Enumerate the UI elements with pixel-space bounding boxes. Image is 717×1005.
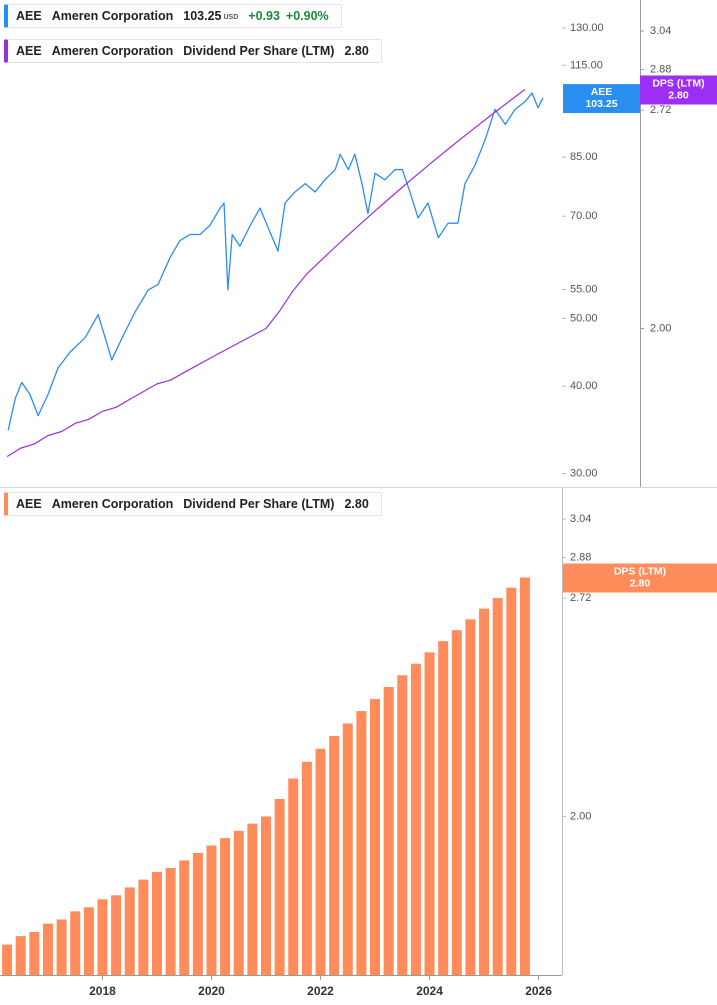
bar xyxy=(438,641,449,975)
bar xyxy=(83,907,94,975)
bar xyxy=(124,887,135,975)
bar xyxy=(247,823,258,975)
y-tick-label: 70.00 xyxy=(570,210,598,222)
y-tick-label: 50.00 xyxy=(570,312,598,324)
y-tick-label: 30.00 xyxy=(570,467,598,479)
tag-value: 2.80 xyxy=(630,577,651,589)
x-tick-label: 2018 xyxy=(89,984,116,998)
metric: Dividend Per Share (LTM) xyxy=(183,44,335,58)
bar xyxy=(492,598,503,975)
company: Ameren Corporation xyxy=(51,497,174,511)
tag-name: DPS (LTM) xyxy=(652,77,704,89)
metric-value: 2.80 xyxy=(344,497,369,511)
bar xyxy=(151,871,162,975)
tag-value: 2.80 xyxy=(668,89,689,101)
tag-name: DPS (LTM) xyxy=(614,565,666,577)
tag-value: 103.25 xyxy=(585,98,617,110)
bar xyxy=(42,923,53,975)
bar xyxy=(15,936,26,975)
price-tag xyxy=(563,84,640,114)
bar xyxy=(2,944,13,975)
bar xyxy=(70,911,81,975)
y-tick-label: 115.00 xyxy=(570,59,603,71)
series-line xyxy=(7,92,544,431)
x-tick-label: 2026 xyxy=(525,984,552,998)
series-line xyxy=(6,89,526,458)
bar xyxy=(383,686,394,975)
bar xyxy=(506,587,517,975)
metric: Dividend Per Share (LTM) xyxy=(183,497,335,511)
bar xyxy=(29,931,40,975)
y-tick-label: 55.00 xyxy=(570,283,598,295)
x-tick-label: 2022 xyxy=(307,984,334,998)
y-tick-label: 40.00 xyxy=(570,380,598,392)
y-tick-label: 85.00 xyxy=(570,151,598,163)
tag-name: AEE xyxy=(591,86,613,98)
bar xyxy=(261,816,272,975)
bar xyxy=(356,711,367,975)
company: Ameren Corporation xyxy=(51,9,174,23)
legend-row: AEE Ameren Corporation 103.25 USD +0.93 … xyxy=(4,4,342,28)
price: 103.25 xyxy=(183,9,222,23)
bar xyxy=(370,698,381,975)
metric-value: 2.80 xyxy=(344,44,369,58)
price-tag xyxy=(563,563,717,593)
legend-row: AEE Ameren Corporation Dividend Per Shar… xyxy=(4,492,382,516)
price-tag xyxy=(640,75,717,105)
bar xyxy=(233,830,244,975)
bar xyxy=(288,778,299,975)
bar xyxy=(451,630,462,975)
bar xyxy=(329,736,340,975)
y-tick-label: 2.88 xyxy=(570,551,591,563)
bar xyxy=(97,899,108,975)
bar xyxy=(192,852,203,975)
ticker: AEE xyxy=(16,9,42,23)
bar xyxy=(274,798,285,975)
ticker: AEE xyxy=(16,497,42,511)
y2-tick-label: 2.72 xyxy=(650,104,671,116)
change: +0.93 xyxy=(248,9,280,23)
bar xyxy=(206,845,217,975)
bar xyxy=(179,860,190,975)
legend-row: AEE Ameren Corporation Dividend Per Shar… xyxy=(4,39,382,63)
company: Ameren Corporation xyxy=(51,44,174,58)
y-tick-label: 130.00 xyxy=(570,22,604,34)
x-tick-label: 2024 xyxy=(416,984,443,998)
bar xyxy=(479,608,490,975)
bar xyxy=(424,652,435,975)
bar xyxy=(301,761,312,975)
x-tick-label: 2020 xyxy=(198,984,225,998)
bar xyxy=(138,879,149,975)
ticker: AEE xyxy=(16,44,42,58)
change-percent: +0.90% xyxy=(285,9,329,23)
y2-tick-label: 3.04 xyxy=(650,25,671,37)
y-tick-label: 2.72 xyxy=(570,592,591,604)
y-tick-label: 2.00 xyxy=(570,810,591,822)
y2-tick-label: 2.00 xyxy=(650,322,671,334)
bar xyxy=(410,663,421,975)
bar xyxy=(342,723,353,975)
bar xyxy=(519,577,530,975)
bar xyxy=(165,868,176,975)
bar xyxy=(465,619,476,975)
bar xyxy=(397,675,408,975)
bar xyxy=(56,919,67,975)
bar xyxy=(315,748,326,975)
bar xyxy=(220,838,231,975)
y2-tick-label: 2.88 xyxy=(650,63,671,75)
bar xyxy=(111,895,122,975)
y-tick-label: 3.04 xyxy=(570,513,591,525)
currency: USD xyxy=(223,14,239,21)
